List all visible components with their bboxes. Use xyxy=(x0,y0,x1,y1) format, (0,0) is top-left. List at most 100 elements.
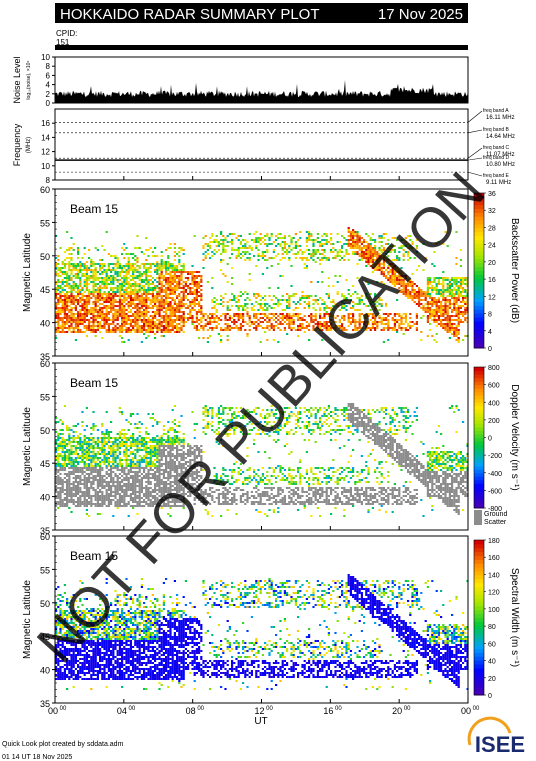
heatmap-cell xyxy=(237,319,240,321)
heatmap-cell xyxy=(195,329,198,331)
heatmap-cell xyxy=(314,249,317,251)
heatmap-cell xyxy=(444,325,447,327)
heatmap-cell xyxy=(321,239,324,241)
heatmap-cell xyxy=(244,305,247,307)
heatmap-cell xyxy=(79,321,82,323)
heatmap-cell xyxy=(105,295,108,297)
heatmap-cell xyxy=(415,251,418,253)
heatmap-cell xyxy=(138,265,141,267)
heatmap-cell xyxy=(103,457,106,459)
heatmap-cell xyxy=(154,311,157,313)
heatmap-cell xyxy=(367,259,370,261)
heatmap-cell xyxy=(433,321,436,323)
heatmap-cell xyxy=(195,297,198,299)
heatmap-cell xyxy=(453,305,456,307)
heatmap-cell xyxy=(429,277,432,279)
heatmap-cell xyxy=(160,269,163,271)
heatmap-cell xyxy=(266,321,269,323)
heatmap-cell xyxy=(347,315,350,317)
heatmap-cell xyxy=(110,307,113,309)
heatmap-cell xyxy=(88,459,91,461)
heatmap-cell xyxy=(325,241,328,243)
heatmap-cell xyxy=(299,231,302,233)
heatmap-cell xyxy=(374,309,377,311)
heatmap-cell xyxy=(105,315,108,317)
heatmap-cell xyxy=(57,287,60,289)
heatmap-cell xyxy=(290,285,293,287)
heatmap-cell xyxy=(231,267,234,269)
heatmap-cell xyxy=(453,289,456,291)
heatmap-cell xyxy=(173,269,176,271)
heatmap-cell xyxy=(79,299,82,301)
heatmap-cell xyxy=(407,255,410,257)
heatmap-cell xyxy=(228,309,231,311)
heatmap-cell xyxy=(68,437,71,439)
heatmap-cell xyxy=(72,451,75,453)
heatmap-cell xyxy=(96,469,99,471)
heatmap-cell xyxy=(101,423,104,425)
heatmap-cell xyxy=(118,283,121,285)
heatmap-cell xyxy=(121,313,124,315)
heatmap-cell xyxy=(288,327,291,329)
heatmap-cell xyxy=(101,277,104,279)
heatmap-cell xyxy=(442,283,445,285)
heatmap-cell xyxy=(182,281,185,283)
heatmap-cell xyxy=(378,241,381,243)
heatmap-cell xyxy=(281,275,284,277)
heatmap-cell xyxy=(110,279,113,281)
heatmap-cell xyxy=(160,325,163,327)
heatmap-cell xyxy=(68,249,71,251)
heatmap-cell xyxy=(107,483,110,485)
heatmap-cell xyxy=(101,325,104,327)
heatmap-cell xyxy=(74,491,77,493)
heatmap-cell xyxy=(195,315,198,317)
heatmap-cell xyxy=(374,323,377,325)
heatmap-cell xyxy=(77,263,80,265)
heatmap-cell xyxy=(105,411,108,413)
heatmap-cell xyxy=(103,453,106,455)
heatmap-cell xyxy=(202,267,205,269)
heatmap-cell xyxy=(171,265,174,267)
heatmap-cell xyxy=(444,303,447,305)
heatmap-cell xyxy=(169,329,172,331)
heatmap-cell xyxy=(134,277,137,279)
heatmap-cell xyxy=(85,477,88,479)
heatmap-cell xyxy=(356,303,359,305)
heatmap-cell xyxy=(118,433,121,435)
heatmap-cell xyxy=(358,245,361,247)
heatmap-cell xyxy=(123,493,126,495)
heatmap-cell xyxy=(444,307,447,309)
heatmap-cell xyxy=(402,285,405,287)
heatmap-cell xyxy=(462,311,465,313)
heatmap-cell xyxy=(187,279,190,281)
heatmap-cell xyxy=(118,305,121,307)
heatmap-cell xyxy=(167,267,170,269)
heatmap-cell xyxy=(110,485,113,487)
heatmap-cell xyxy=(323,255,326,257)
heatmap-cell xyxy=(239,291,242,293)
noise-trace xyxy=(55,80,468,103)
heatmap-cell xyxy=(118,289,121,291)
heatmap-cell xyxy=(244,329,247,331)
heatmap-cell xyxy=(77,501,80,503)
heatmap-cell xyxy=(94,285,97,287)
heatmap-cell xyxy=(308,259,311,261)
heatmap-cell xyxy=(70,263,73,265)
heatmap-cell xyxy=(61,331,64,333)
heatmap-cell xyxy=(138,277,141,279)
heatmap-cell xyxy=(70,483,73,485)
heatmap-cell xyxy=(191,279,194,281)
heatmap-cell xyxy=(462,287,465,289)
heatmap-cell xyxy=(110,481,113,483)
heatmap-cell xyxy=(77,331,80,333)
heatmap-cell xyxy=(217,317,220,319)
heatmap-cell xyxy=(191,323,194,325)
heatmap-cell xyxy=(127,331,130,333)
heatmap-cell xyxy=(88,329,91,331)
heatmap-cell xyxy=(112,457,115,459)
heatmap-cell xyxy=(129,275,132,277)
heatmap-cell xyxy=(206,315,209,317)
heatmap-cell xyxy=(325,235,328,237)
heatmap-cell xyxy=(345,251,348,253)
